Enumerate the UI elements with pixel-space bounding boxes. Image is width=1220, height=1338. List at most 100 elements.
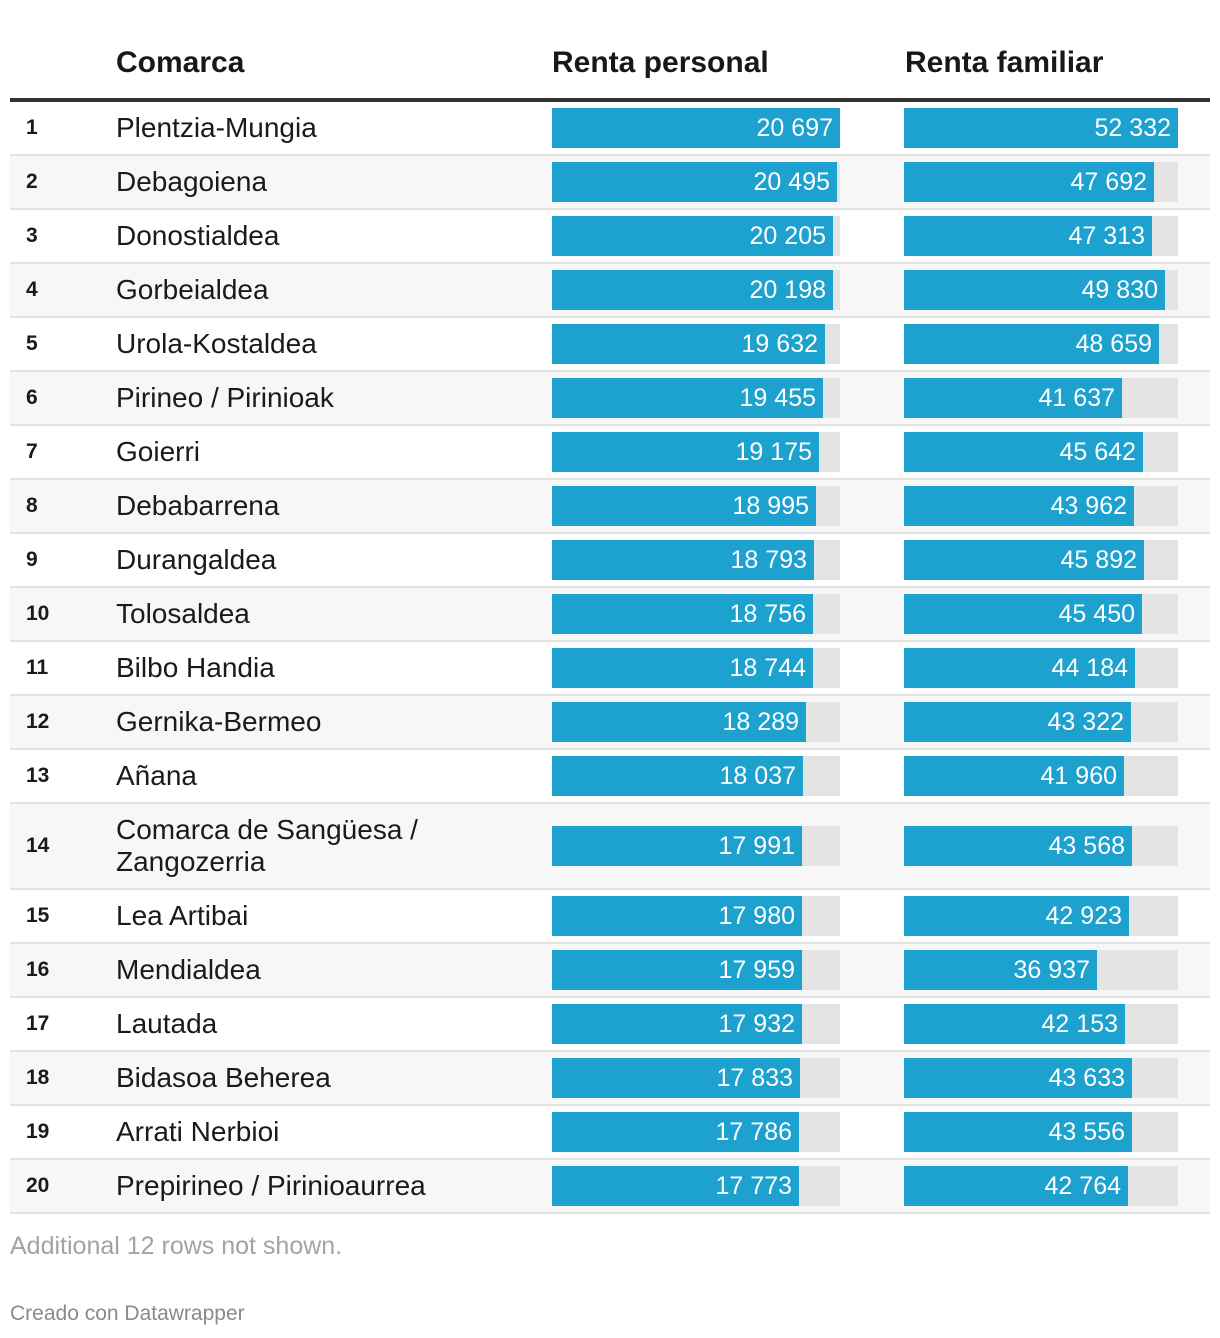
renta-personal-track: 17 786	[552, 1112, 840, 1152]
renta-familiar-value: 36 937	[1013, 956, 1090, 984]
renta-familiar-value: 43 322	[1047, 708, 1124, 736]
comarca-name: Lautada	[116, 1008, 218, 1039]
comarca-name: Durangaldea	[116, 544, 277, 575]
comarca-name: Arrati Nerbioi	[116, 1116, 280, 1147]
renta-personal-value: 19 632	[741, 330, 818, 358]
comarca-name: Plentzia-Mungia	[116, 112, 317, 143]
renta-personal-track: 19 175	[552, 432, 840, 472]
renta-personal-bar: 18 744	[552, 648, 813, 688]
datawrapper-credit: Creado con Datawrapper	[10, 1302, 245, 1325]
renta-personal-bar: 20 205	[552, 216, 833, 256]
renta-personal-bar: 19 455	[552, 378, 823, 418]
renta-familiar-value: 43 962	[1050, 492, 1127, 520]
renta-familiar-bar: 43 568	[904, 826, 1132, 866]
rank-number: 12	[26, 710, 50, 733]
renta-personal-bar: 17 991	[552, 826, 802, 866]
comarca-name: Gernika-Bermeo	[116, 706, 322, 737]
table-row: 4 Gorbeialdea 20 198 49 830	[10, 264, 1210, 318]
renta-personal-track: 20 697	[552, 108, 840, 148]
renta-familiar-track: 48 659	[904, 324, 1178, 364]
comarca-name: Comarca de Sangüesa / Zangozerria	[116, 814, 418, 877]
renta-personal-value: 20 205	[749, 222, 826, 250]
renta-personal-bar: 18 756	[552, 594, 813, 634]
renta-personal-bar: 17 959	[552, 950, 802, 990]
renta-personal-value: 17 991	[718, 832, 795, 860]
rank-number: 15	[26, 904, 50, 927]
table-row: 12 Gernika-Bermeo 18 289 43 322	[10, 696, 1210, 750]
renta-familiar-bar: 42 153	[904, 1004, 1125, 1044]
comarca-name: Goierri	[116, 436, 201, 467]
renta-familiar-value: 45 450	[1058, 600, 1135, 628]
rank-number: 5	[26, 332, 38, 355]
renta-personal-bar: 19 175	[552, 432, 819, 472]
renta-personal-value: 18 995	[732, 492, 809, 520]
renta-personal-value: 17 980	[718, 902, 795, 930]
table-row: 19 Arrati Nerbioi 17 786 43 556	[10, 1106, 1210, 1160]
table-row: 14 Comarca de Sangüesa / Zangozerria 17 99…	[10, 804, 1210, 890]
renta-familiar-track: 45 892	[904, 540, 1178, 580]
rank-number: 1	[26, 116, 38, 139]
renta-personal-value: 18 037	[719, 762, 796, 790]
renta-personal-bar: 20 198	[552, 270, 833, 310]
table-row: 6 Pirineo / Pirinioak 19 455 41 637	[10, 372, 1210, 426]
renta-familiar-value: 42 923	[1045, 902, 1122, 930]
renta-familiar-bar: 43 633	[904, 1058, 1132, 1098]
renta-familiar-track: 43 633	[904, 1058, 1178, 1098]
rank-number: 13	[26, 764, 50, 787]
comarca-name: Tolosaldea	[116, 598, 250, 629]
renta-familiar-bar: 43 962	[904, 486, 1134, 526]
renta-personal-track: 17 959	[552, 950, 840, 990]
renta-familiar-bar: 42 764	[904, 1166, 1128, 1206]
renta-familiar-bar: 44 184	[904, 648, 1135, 688]
renta-familiar-track: 36 937	[904, 950, 1178, 990]
table-row: 9 Durangaldea 18 793 45 892	[10, 534, 1210, 588]
renta-familiar-value: 44 184	[1051, 654, 1128, 682]
renta-familiar-bar: 41 637	[904, 378, 1122, 418]
table-row: 16 Mendialdea 17 959 36 937	[10, 944, 1210, 998]
header-renta-familiar[interactable]: Renta familiar	[905, 46, 1104, 79]
table-row: 18 Bidasoa Beherea 17 833 43 633	[10, 1052, 1210, 1106]
header-renta-personal[interactable]: Renta personal	[552, 46, 769, 79]
table-row: 20 Prepirineo / Pirinioaurrea 17 773 42 764	[10, 1160, 1210, 1214]
renta-personal-track: 18 744	[552, 648, 840, 688]
renta-familiar-value: 47 313	[1068, 222, 1145, 250]
renta-familiar-bar: 49 830	[904, 270, 1165, 310]
renta-familiar-track: 47 313	[904, 216, 1178, 256]
renta-personal-value: 17 833	[716, 1064, 793, 1092]
comarca-name: Gorbeialdea	[116, 274, 269, 305]
renta-personal-value: 20 495	[753, 168, 830, 196]
renta-familiar-value: 43 633	[1048, 1064, 1125, 1092]
table-row: 10 Tolosaldea 18 756 45 450	[10, 588, 1210, 642]
table-row: 11 Bilbo Handia 18 744 44 184	[10, 642, 1210, 696]
rank-number: 3	[26, 224, 38, 247]
comarca-name: Añana	[116, 760, 197, 791]
renta-personal-value: 17 932	[718, 1010, 795, 1038]
rank-number: 17	[26, 1012, 50, 1035]
renta-familiar-value: 41 960	[1040, 762, 1117, 790]
renta-personal-bar: 20 495	[552, 162, 837, 202]
rows-not-shown-note: Additional 12 rows not shown.	[10, 1232, 343, 1260]
renta-familiar-value: 45 892	[1060, 546, 1137, 574]
renta-personal-value: 18 756	[729, 600, 806, 628]
table-row: 3 Donostialdea 20 205 47 313	[10, 210, 1210, 264]
renta-familiar-value: 43 556	[1048, 1118, 1125, 1146]
renta-personal-bar: 18 793	[552, 540, 814, 580]
rank-number: 8	[26, 494, 38, 517]
renta-familiar-value: 42 153	[1041, 1010, 1118, 1038]
renta-familiar-value: 42 764	[1044, 1172, 1121, 1200]
rank-number: 10	[26, 602, 50, 625]
renta-personal-track: 20 495	[552, 162, 840, 202]
renta-familiar-value: 47 692	[1070, 168, 1147, 196]
renta-familiar-track: 47 692	[904, 162, 1178, 202]
comarca-name: Lea Artibai	[116, 900, 249, 931]
header-comarca[interactable]: Comarca	[116, 46, 245, 79]
renta-personal-bar: 18 995	[552, 486, 816, 526]
renta-personal-bar: 17 786	[552, 1112, 799, 1152]
renta-personal-track: 17 991	[552, 826, 840, 866]
comarca-name: Urola-Kostaldea	[116, 328, 317, 359]
table-row: 17 Lautada 17 932 42 153	[10, 998, 1210, 1052]
table-row: 7 Goierri 19 175 45 642	[10, 426, 1210, 480]
table-body: 1 Plentzia-Mungia 20 697 52 332 2 Debagoiena 2…	[10, 102, 1210, 1214]
income-table: Comarca Renta personal Renta familiar 1 P…	[10, 0, 1210, 1214]
renta-personal-bar: 17 773	[552, 1166, 799, 1206]
